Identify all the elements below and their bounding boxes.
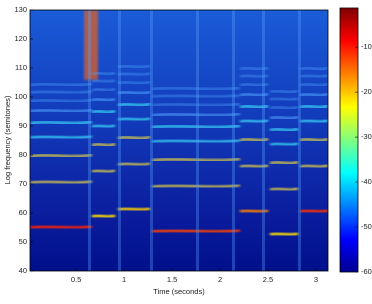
spectrogram <box>30 10 328 271</box>
harmonic-track <box>239 73 269 79</box>
y-axis-label: Log frequency (semitones) <box>3 95 12 184</box>
harmonic-track <box>299 208 328 214</box>
harmonic-track <box>117 135 151 140</box>
x-axis-label: Time (seconds) <box>153 287 205 296</box>
onset-stripe <box>298 10 301 271</box>
y-tick-label: 100 <box>14 92 27 101</box>
colorbar-tick-label: -20 <box>361 87 372 96</box>
harmonic-track <box>117 161 151 167</box>
harmonic-track <box>30 82 93 87</box>
y-tick-label: 50 <box>19 237 27 246</box>
harmonic-track <box>151 228 241 234</box>
harmonic-track <box>269 231 299 237</box>
harmonic-track <box>269 105 299 110</box>
harmonic-track <box>91 78 116 84</box>
onset-stripe <box>262 10 265 271</box>
colorbar-tick-label: -50 <box>361 222 372 231</box>
y-tick-label: 80 <box>19 150 27 159</box>
harmonic-track <box>30 98 93 103</box>
harmonic-track <box>91 97 116 102</box>
y-tick-label: 60 <box>19 208 27 217</box>
y-tick-label: 40 <box>19 266 27 275</box>
harmonic-track <box>269 160 299 165</box>
onset-stripe <box>118 10 121 271</box>
harmonic-track <box>117 90 151 95</box>
harmonic-track <box>151 86 241 91</box>
spectrogram-noise <box>84 10 98 80</box>
harmonic-track <box>269 115 299 120</box>
harmonic-track <box>269 186 299 192</box>
harmonic-track <box>269 89 299 94</box>
y-tick-label: 90 <box>19 121 27 130</box>
x-tick-label: 1.5 <box>167 275 177 284</box>
harmonic-track <box>117 102 151 107</box>
x-tick-label: 1 <box>122 275 126 284</box>
harmonic-track <box>30 134 93 140</box>
harmonic-track <box>299 137 328 142</box>
colorbar-tick-label: -60 <box>361 267 372 276</box>
harmonic-track <box>239 137 269 142</box>
harmonic-track <box>30 153 93 158</box>
harmonic-track <box>151 93 241 99</box>
harmonic-track <box>151 138 241 144</box>
harmonic-track <box>151 157 241 162</box>
y-tick-label: 70 <box>19 179 27 188</box>
harmonic-track <box>117 116 151 122</box>
harmonic-track <box>30 89 93 95</box>
harmonic-track <box>91 109 116 114</box>
harmonic-track <box>151 183 241 189</box>
harmonic-track <box>91 87 116 92</box>
harmonic-track <box>299 82 328 87</box>
x-tick-label: 0.5 <box>71 275 81 284</box>
x-tick-label: 2 <box>218 275 222 284</box>
harmonic-track <box>299 92 328 97</box>
harmonic-track <box>269 127 299 132</box>
colorbar-tick-label: -10 <box>361 42 372 51</box>
colorbar-tick-label: -30 <box>361 132 372 141</box>
harmonic-track <box>239 66 269 71</box>
y-tick-label: 120 <box>14 34 27 43</box>
colorbar <box>339 7 359 273</box>
harmonic-track <box>239 82 269 87</box>
harmonic-track <box>91 142 116 147</box>
harmonic-track <box>117 80 151 85</box>
y-tick-label: 110 <box>15 63 27 72</box>
harmonic-track <box>91 123 116 129</box>
harmonic-track <box>151 124 241 129</box>
plot-frame <box>29 9 329 272</box>
onset-stripe <box>232 10 235 271</box>
harmonic-track <box>239 163 269 169</box>
harmonic-track <box>91 71 116 76</box>
harmonic-track <box>299 163 328 169</box>
x-tick-label: 2.5 <box>263 275 273 284</box>
harmonic-track <box>91 168 116 174</box>
harmonic-track <box>299 73 328 79</box>
harmonic-track <box>117 71 151 77</box>
harmonic-track <box>30 179 93 185</box>
onset-stripe <box>196 10 199 271</box>
harmonic-track <box>299 66 328 71</box>
x-tick-label: 3 <box>314 275 318 284</box>
harmonic-track <box>151 102 241 107</box>
harmonic-track <box>239 104 269 109</box>
harmonic-track <box>30 120 93 125</box>
colorbar-tick-label: -40 <box>361 177 372 186</box>
harmonic-track <box>30 224 93 230</box>
harmonic-track <box>299 104 328 109</box>
harmonic-track <box>269 141 299 147</box>
harmonic-track <box>91 213 117 219</box>
harmonic-track <box>117 206 151 212</box>
harmonic-track <box>117 64 151 69</box>
harmonic-track <box>239 208 269 214</box>
harmonic-track <box>269 96 299 102</box>
onset-stripe <box>88 10 91 271</box>
harmonic-track <box>299 118 328 124</box>
harmonic-track <box>151 112 241 117</box>
onset-stripe <box>150 10 153 271</box>
harmonic-track <box>239 92 269 97</box>
harmonic-track <box>239 118 269 124</box>
harmonic-track <box>30 108 93 113</box>
y-tick-label: 130 <box>14 5 27 14</box>
